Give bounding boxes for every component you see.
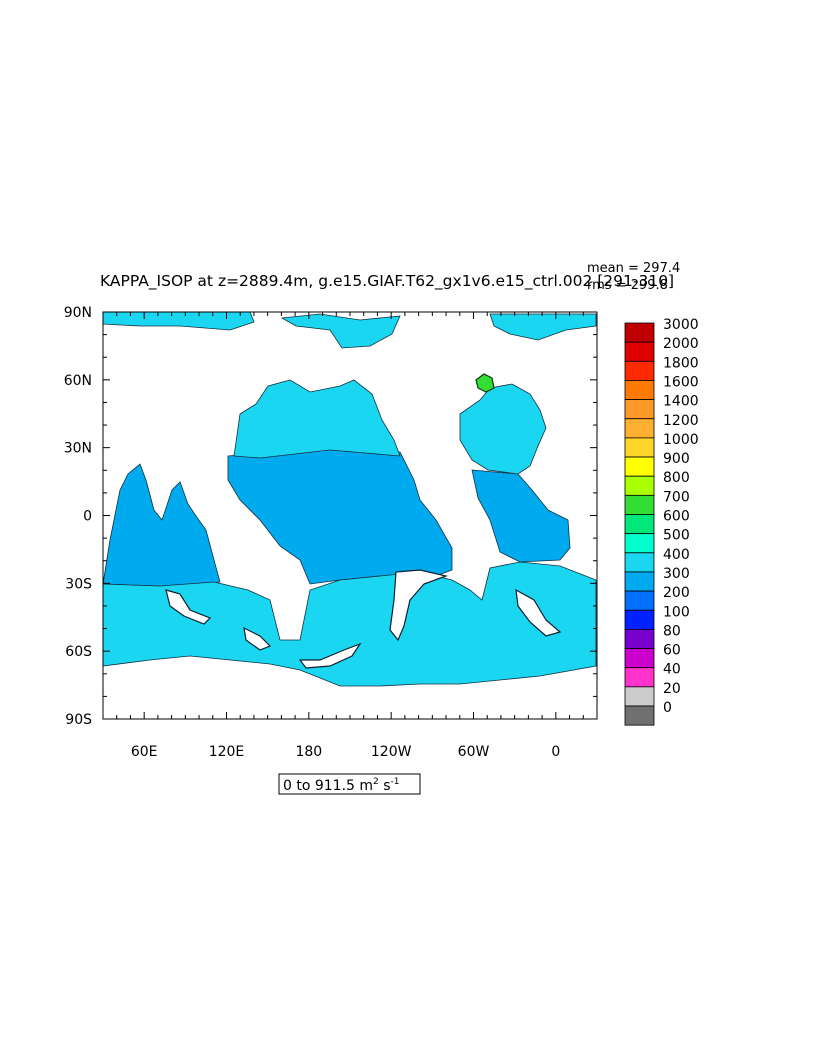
colorbar-swatch	[624, 590, 655, 611]
mean-stat: mean = 297.4	[587, 261, 680, 276]
colorbar-label: 200	[663, 585, 690, 601]
colorbar-swatch	[624, 418, 655, 439]
region-southern	[102, 561, 597, 687]
range-label: 0 to 911.5 m2 s-1	[278, 773, 421, 795]
x-tick-label: 0	[551, 744, 560, 760]
colorbar-swatch	[624, 552, 655, 573]
colorbar-label: 20	[663, 681, 681, 697]
colorbar-label: 1800	[663, 355, 699, 371]
y-tick-label: 90N	[64, 305, 92, 321]
colorbar-label: 0	[663, 700, 672, 716]
x-tick-label: 120E	[209, 744, 245, 760]
colorbar-label: 900	[663, 451, 690, 467]
colorbar-label: 3000	[663, 317, 699, 333]
x-tick-label: 180	[295, 744, 322, 760]
colorbar-swatch	[624, 629, 655, 649]
colorbar-swatch	[624, 475, 655, 496]
region-north-pacific	[233, 379, 401, 459]
svg-text:0 to 911.5 m2 s-1: 0 to 911.5 m2 s-1	[283, 777, 400, 794]
colorbar-label: 700	[663, 489, 690, 505]
colorbar-label: 80	[663, 623, 681, 639]
region-tropical-pacific	[227, 445, 453, 585]
colorbar-swatch	[624, 686, 655, 707]
colorbar-swatch	[624, 494, 655, 515]
colorbar-label: 60	[663, 643, 681, 659]
colorbar-label: 40	[663, 662, 681, 678]
y-tick-label: 30N	[64, 441, 92, 457]
x-tick-label: 60W	[458, 744, 490, 760]
colorbar-label: 300	[663, 566, 690, 582]
colorbar-label: 2000	[663, 336, 699, 352]
y-tick-label: 30S	[65, 576, 92, 592]
colorbar-swatch	[624, 399, 655, 420]
colorbar-label: 1000	[663, 432, 699, 448]
colorbar-swatch	[624, 533, 655, 554]
region-arctic	[102, 311, 255, 331]
y-axis: 90N 60N 30N 0 30S 60S 90S	[64, 305, 597, 728]
colorbar-label: 400	[663, 547, 690, 563]
y-tick-label: 60N	[64, 373, 92, 389]
colorbar-swatch	[624, 648, 655, 669]
region-arctic-atl	[489, 313, 597, 341]
colorbar-swatch	[624, 380, 655, 401]
colorbar-label: 800	[663, 470, 690, 486]
colorbar-swatch	[624, 322, 655, 343]
colorbar-label: 1200	[663, 413, 699, 429]
colorbar-swatch	[624, 360, 655, 381]
y-tick-label: 90S	[65, 712, 92, 728]
colorbar-label: 1400	[663, 394, 699, 410]
ocean-field	[102, 311, 597, 687]
y-tick-label: 60S	[65, 644, 92, 660]
colorbar-swatch	[624, 667, 655, 688]
region-labrador	[475, 373, 495, 393]
x-tick-label: 60E	[131, 744, 158, 760]
region-arctic-east	[280, 313, 401, 349]
colorbar-label: 1600	[663, 374, 699, 390]
region-indian	[102, 463, 221, 587]
colorbar-swatch	[624, 456, 655, 477]
colorbar-label: 100	[663, 604, 690, 620]
y-tick-label: 0	[83, 509, 92, 525]
colorbar-label: 600	[663, 509, 690, 525]
region-atlantic-tropical	[471, 469, 571, 563]
region-atlantic-north	[459, 383, 547, 475]
colorbar-swatch	[624, 437, 655, 458]
colorbar-label: 500	[663, 528, 690, 544]
rms-stat: rms = 299.8	[587, 278, 668, 293]
colorbar: 3000200018001600140012001000900800700600…	[624, 317, 699, 726]
colorbar-swatch	[624, 705, 655, 726]
colorbar-swatch	[624, 609, 655, 630]
colorbar-swatch	[624, 571, 655, 592]
x-axis: 60E 120E 180 120W 60W 0	[116, 312, 584, 760]
colorbar-swatch	[624, 341, 655, 362]
chart-title: KAPPA_ISOP at z=2889.4m, g.e15.GIAF.T62_…	[100, 272, 674, 291]
x-tick-label: 120W	[371, 744, 412, 760]
colorbar-swatch	[624, 514, 655, 535]
